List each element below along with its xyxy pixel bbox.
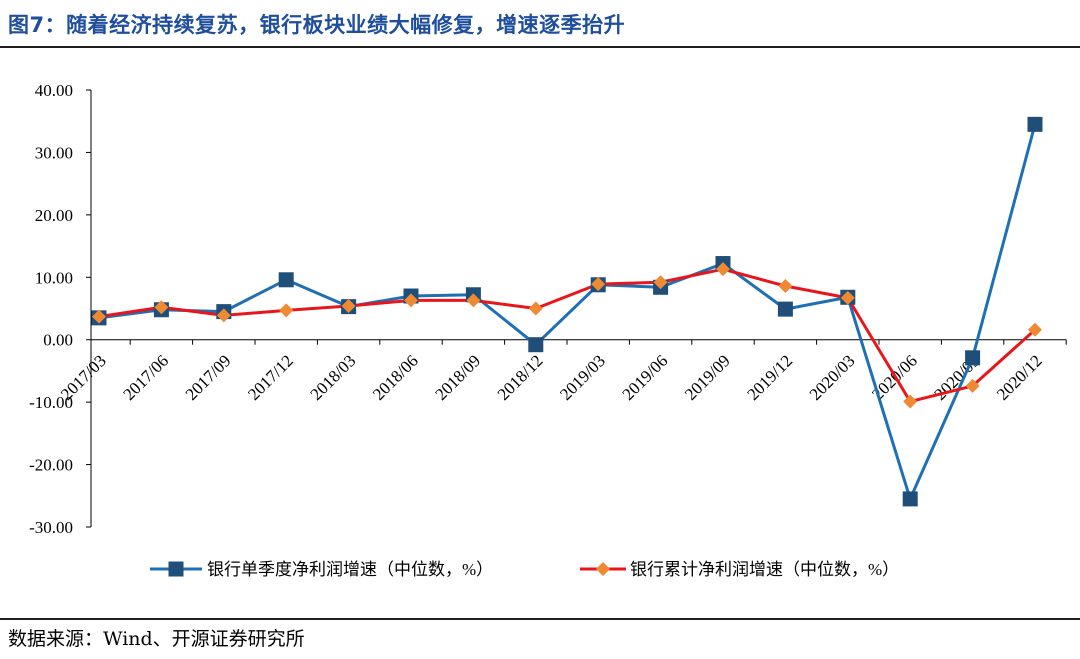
y-tick-labels: 40.00 30.00 20.00 10.00 0.00 -10.00 -20.00 -30.… <box>29 81 73 537</box>
series-2-point <box>965 378 980 393</box>
legend-series-1-label: 银行单季度净利润增速（中位数，%） <box>207 560 493 579</box>
series-1-point <box>902 491 918 507</box>
x-tick-label: 2018/09 <box>431 351 484 404</box>
series-2-point <box>778 279 793 294</box>
series-2-line <box>98 267 1037 404</box>
series-2-point <box>591 277 606 292</box>
y-tick-label: -10.00 <box>29 393 73 412</box>
y-tick-label: 0.00 <box>43 331 73 350</box>
x-tick-label: 2018/03 <box>307 351 360 404</box>
series-2-point <box>840 290 855 305</box>
x-tick-label: 2019/12 <box>743 351 796 404</box>
y-tick-label: -30.00 <box>29 518 73 537</box>
x-tick-label: 2017/03 <box>57 351 110 404</box>
legend-series-2-marker <box>596 562 610 576</box>
series-1-line <box>98 123 1037 501</box>
y-tick-label: -20.00 <box>29 456 73 475</box>
chart-axes <box>86 89 1067 528</box>
series-2-point <box>466 293 481 308</box>
x-tick-label: 2017/09 <box>182 351 235 404</box>
figure-title: 图7：随着经济持续复苏，银行板块业绩大幅修复，增速逐季抬升 <box>8 13 626 37</box>
y-tick-label: 40.00 <box>35 81 73 100</box>
series-2-point <box>716 262 730 277</box>
series-2-point <box>92 309 106 324</box>
series-2-point <box>653 275 668 290</box>
y-tick-label: 20.00 <box>35 206 73 225</box>
legend-series-1-marker <box>168 561 184 577</box>
series-markers <box>91 116 1043 507</box>
series-1-point <box>777 301 793 317</box>
series-2-point <box>216 308 231 323</box>
line-chart: 40.00 30.00 20.00 10.00 0.00 -10.00 -20.00 -30.… <box>29 81 1067 579</box>
title-divider <box>0 46 1080 48</box>
x-tick-label: 2017/12 <box>244 351 297 404</box>
x-tick-label: 2020/03 <box>806 351 859 404</box>
series-2-point <box>154 300 169 315</box>
chart-legend: 银行单季度净利润增速（中位数，%） 银行累计净利润增速（中位数，%） <box>150 560 899 579</box>
source-divider <box>0 618 1080 620</box>
series-2-point <box>528 301 543 316</box>
legend-series-2-label: 银行累计净利润增速（中位数，%） <box>630 560 899 579</box>
series-1-point <box>1027 116 1043 132</box>
series-2-point <box>1028 322 1042 337</box>
x-tick-label: 2017/06 <box>119 351 172 404</box>
y-tick-label: 10.00 <box>35 268 73 287</box>
series-1-point <box>965 350 981 366</box>
x-tick-label: 2019/06 <box>619 351 672 404</box>
series-2-point <box>903 394 918 409</box>
y-tick-label: 30.00 <box>35 143 73 162</box>
series-2-point <box>279 303 294 318</box>
source-note: 数据来源：Wind、开源证券研究所 <box>8 628 305 650</box>
x-tick-label: 2018/12 <box>494 351 547 404</box>
x-tick-label: 2018/06 <box>369 351 422 404</box>
x-tick-label: 2019/09 <box>681 351 734 404</box>
series-1-point <box>278 272 294 288</box>
series-1-point <box>528 337 544 353</box>
series-lines <box>98 123 1037 501</box>
x-tick-label: 2019/03 <box>556 351 609 404</box>
series-2-point <box>404 293 418 308</box>
series-2-point <box>341 299 356 314</box>
